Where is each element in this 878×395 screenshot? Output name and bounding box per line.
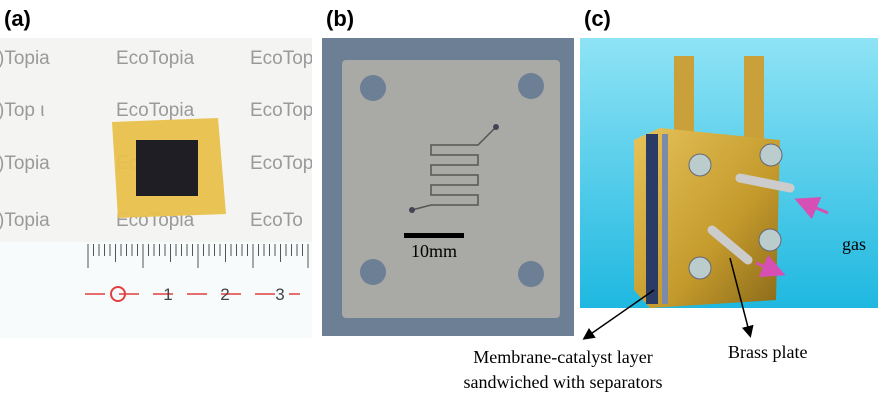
watermark: EcoTo	[250, 210, 303, 231]
tab	[744, 56, 764, 146]
watermark: )Top ι	[0, 100, 44, 121]
hole	[360, 259, 386, 285]
bolt	[689, 154, 711, 176]
bolt	[689, 257, 711, 279]
ruler	[0, 242, 312, 338]
watermark: EcoTop	[250, 48, 313, 69]
panel-b: 10mm (b)	[322, 6, 574, 336]
panel-label: (a)	[4, 6, 31, 31]
bolt	[759, 229, 781, 251]
figure: )Topia EcoTopia EcoTop )Top ι EcoTopia EcoTop…	[0, 0, 878, 395]
separator	[646, 134, 658, 304]
panel-label: (c)	[584, 6, 611, 31]
gas-label: gas	[842, 234, 866, 254]
hole	[518, 73, 544, 99]
hole	[518, 261, 544, 287]
port	[493, 124, 499, 130]
watermark: EcoTop	[250, 153, 313, 174]
hole	[360, 75, 386, 101]
panel-label: (b)	[326, 6, 354, 31]
panel-a: )Topia EcoTopia EcoTop )Top ι EcoTopia EcoTop…	[0, 6, 313, 338]
watermark: )Topia	[0, 210, 50, 231]
port	[409, 207, 415, 213]
ruler-number: 2	[220, 285, 229, 304]
ruler-number: 3	[275, 285, 284, 304]
scale-bar	[404, 233, 464, 238]
watermark: EcoTop	[250, 100, 313, 121]
membrane-label: Membrane-catalyst layer	[473, 347, 652, 367]
watermark: EcoTopia	[116, 48, 195, 69]
scale-label: 10mm	[411, 241, 457, 261]
watermark: )Topia	[0, 153, 50, 174]
sample	[136, 140, 198, 196]
bolt	[760, 144, 782, 166]
ruler-number: 1	[163, 285, 172, 304]
watermark: EcoTopia	[116, 100, 195, 121]
watermark: )Topia	[0, 48, 50, 69]
brass-label: Brass plate	[728, 342, 807, 362]
tab	[674, 56, 694, 136]
membrane	[662, 134, 668, 304]
membrane-label: sandwiched with separators	[464, 372, 663, 392]
